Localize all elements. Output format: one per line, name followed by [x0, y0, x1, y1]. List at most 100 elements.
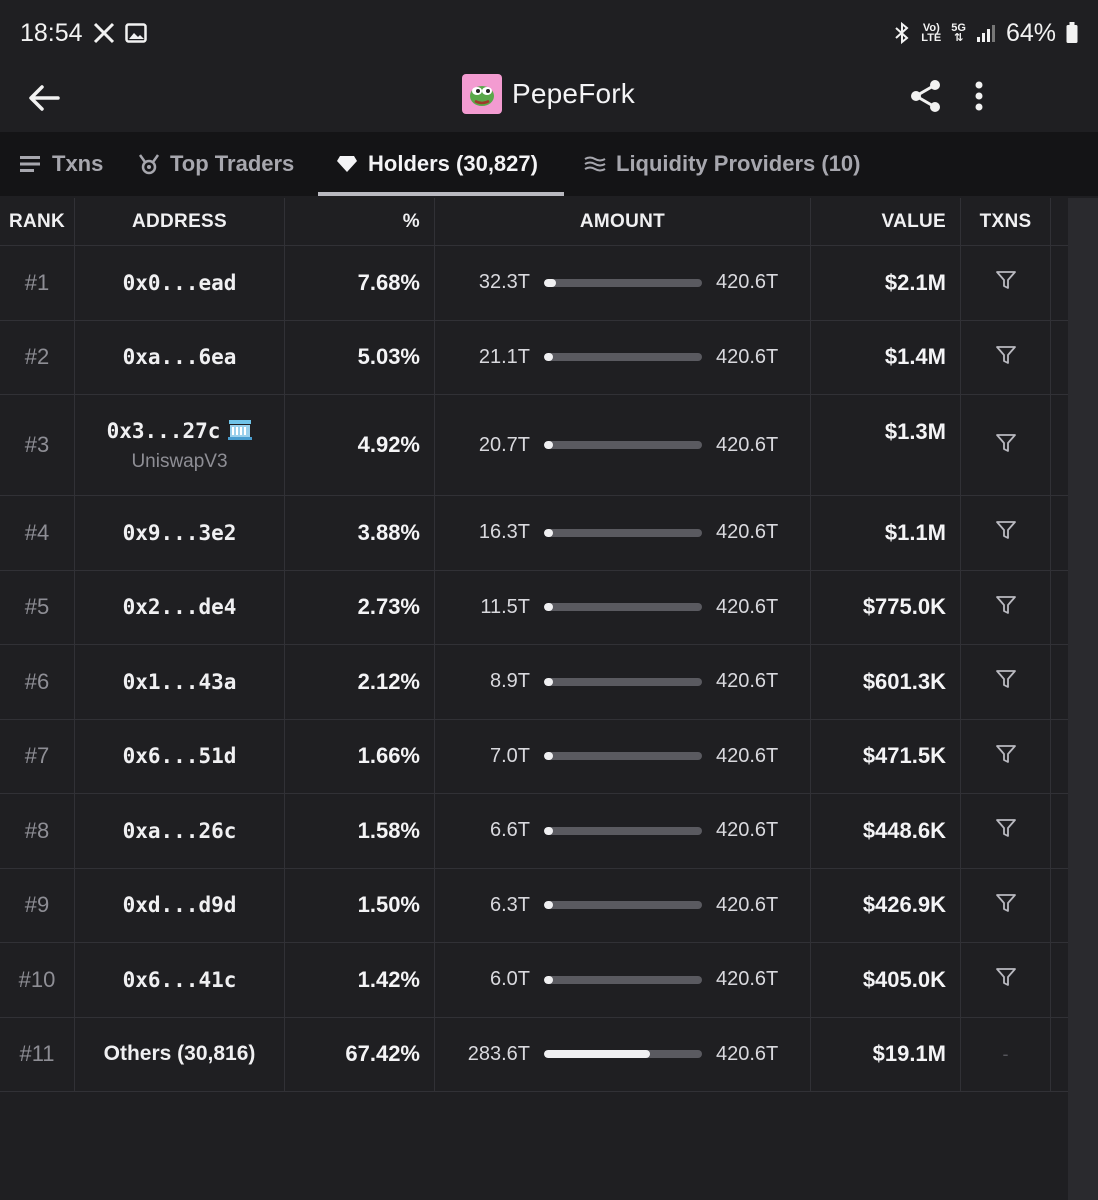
rank-cell: #4 — [0, 496, 75, 570]
table-row[interactable]: #11 Others (30,816) 67.42% 283.6T 420.6T $19.… — [0, 1017, 1068, 1092]
holder-address[interactable]: 0xa...26c — [122, 818, 237, 843]
txns-cell[interactable] — [961, 719, 1051, 793]
col-txns[interactable]: TXNS — [961, 198, 1051, 246]
txns-cell[interactable] — [961, 496, 1051, 570]
table-row[interactable]: #5 0x2...de4 2.73% 11.5T 420.6T $775.0K — [0, 570, 1068, 645]
col-percent[interactable]: % — [285, 198, 435, 246]
holder-address[interactable]: 0x2...de4 — [122, 595, 237, 620]
holder-address[interactable]: 0xa...6ea — [122, 345, 237, 370]
row-pad — [1051, 571, 1068, 645]
value-cell: $426.9K — [811, 868, 961, 942]
tab-top-traders-label: Top Traders — [170, 151, 295, 176]
address-cell[interactable]: Others (30,816) — [75, 1017, 285, 1091]
amount-total: 420.6T — [716, 1042, 779, 1065]
txns-cell[interactable] — [961, 943, 1051, 1017]
col-address[interactable]: ADDRESS — [75, 198, 285, 246]
value-amount: $1.4M — [884, 344, 946, 370]
filter-icon[interactable] — [995, 432, 1017, 459]
address-line: 0x1...43a — [123, 670, 237, 694]
back-button[interactable] — [24, 78, 64, 118]
table-row[interactable]: #1 0x0...ead 7.68% 32.3T 420.6T $2.1M — [0, 246, 1068, 321]
address-cell[interactable]: 0xa...6ea — [75, 320, 285, 394]
address-cell[interactable]: 0xa...26c — [75, 794, 285, 868]
amount-cell: 8.9T 420.6T — [435, 645, 811, 719]
holder-address[interactable]: 0xd...d9d — [122, 893, 237, 918]
table-row[interactable]: #7 0x6...51d 1.66% 7.0T 420.6T $471.5K — [0, 719, 1068, 794]
amount-value: 283.6T — [467, 1042, 530, 1065]
filter-icon[interactable] — [995, 966, 1017, 993]
amount-progress-fill — [544, 278, 557, 287]
tab-txns[interactable]: Txns — [20, 132, 103, 196]
address-cell[interactable]: 0x6...41c — [75, 943, 285, 1017]
amount-progress-fill — [544, 975, 554, 984]
address-cell[interactable]: 0x6...51d — [75, 719, 285, 793]
share-button[interactable] — [906, 76, 946, 116]
rank-label: #3 — [24, 432, 50, 457]
filter-icon[interactable] — [995, 892, 1017, 919]
tab-holders[interactable]: Holders (30,827) — [336, 132, 538, 196]
filter-icon[interactable] — [995, 668, 1017, 695]
address-cell[interactable]: 0x9...3e2 — [75, 496, 285, 570]
page-title: PepeFork — [512, 78, 635, 109]
filter-icon[interactable] — [995, 269, 1017, 296]
arrow-left-icon — [29, 85, 60, 111]
tab-liquidity-providers[interactable]: Liquidity Providers (10) — [584, 132, 861, 196]
amount-progress-fill — [544, 603, 554, 612]
txns-cell[interactable] — [961, 320, 1051, 394]
filter-icon[interactable] — [995, 344, 1017, 371]
waves-icon — [584, 156, 606, 172]
col-value[interactable]: VALUE — [811, 198, 961, 246]
rank-label: #2 — [24, 344, 50, 370]
value-amount: $405.0K — [862, 966, 946, 992]
col-rank[interactable]: RANK — [0, 198, 75, 246]
address-cell[interactable]: 0x1...43a — [75, 645, 285, 719]
amount-value: 6.6T — [489, 819, 530, 842]
table-row[interactable]: #3 0x3...27c UniswapV3 4.92% 20.7T 420.6T $1.3… — [0, 395, 1068, 496]
table-row[interactable]: #10 0x6...41c 1.42% 6.0T 420.6T $405.0K — [0, 943, 1068, 1018]
amount-progress-bar — [544, 677, 702, 686]
txns-cell[interactable] — [961, 645, 1051, 719]
filter-icon[interactable] — [995, 817, 1017, 844]
filter-icon[interactable] — [995, 743, 1017, 770]
scroll-strip — [1068, 198, 1098, 1200]
holder-address[interactable]: 0x6...41c — [122, 967, 237, 992]
value-amount: $775.0K — [862, 594, 946, 620]
amount-progress-bar — [544, 752, 702, 761]
more-options-button[interactable] — [964, 76, 994, 116]
address-tag: UniswapV3 — [131, 450, 228, 472]
holder-address[interactable]: 0x0...ead — [122, 270, 237, 295]
filter-icon[interactable] — [995, 594, 1017, 621]
percent-value: 67.42% — [345, 1041, 420, 1067]
address-cell[interactable]: 0x0...ead — [75, 246, 285, 320]
row-pad — [1051, 869, 1068, 943]
table-row[interactable]: #9 0xd...d9d 1.50% 6.3T 420.6T $426.9K — [0, 868, 1068, 943]
txns-cell[interactable] — [961, 570, 1051, 644]
percent-cell: 2.73% — [285, 570, 435, 644]
txns-cell[interactable] — [961, 794, 1051, 868]
table-row[interactable]: #6 0x1...43a 2.12% 8.9T 420.6T $601.3K — [0, 645, 1068, 720]
holder-address[interactable]: 0x6...51d — [122, 744, 237, 769]
holder-address[interactable]: 0x9...3e2 — [122, 520, 237, 545]
rank-label: #8 — [24, 817, 50, 843]
amount-value: 16.3T — [478, 521, 530, 544]
holder-address[interactable]: 0x1...43a — [122, 669, 237, 694]
filter-icon[interactable] — [995, 519, 1017, 546]
table-row[interactable]: #4 0x9...3e2 3.88% 16.3T 420.6T $1.1M — [0, 496, 1068, 571]
value-cell: $19.1M — [811, 1017, 961, 1091]
col-amount[interactable]: AMOUNT — [435, 198, 811, 246]
tab-top-traders[interactable]: Top Traders — [138, 132, 294, 196]
txns-cell[interactable] — [961, 395, 1051, 495]
rank-label: #6 — [24, 668, 50, 694]
address-cell[interactable]: 0x3...27c UniswapV3 — [75, 395, 285, 495]
table-row[interactable]: #8 0xa...26c 1.58% 6.6T 420.6T $448.6K — [0, 794, 1068, 869]
address-cell[interactable]: 0xd...d9d — [75, 868, 285, 942]
amount-value: 20.7T — [478, 433, 530, 456]
txns-cell[interactable] — [961, 246, 1051, 320]
holder-address[interactable]: 0x3...27c — [106, 419, 221, 443]
amount-cell: 6.6T 420.6T — [435, 794, 811, 868]
address-cell[interactable]: 0x2...de4 — [75, 570, 285, 644]
txns-cell[interactable] — [961, 868, 1051, 942]
amount-cell: 283.6T 420.6T — [435, 1017, 811, 1091]
table-row[interactable]: #2 0xa...6ea 5.03% 21.1T 420.6T $1.4M — [0, 320, 1068, 395]
row-pad — [1051, 720, 1068, 794]
